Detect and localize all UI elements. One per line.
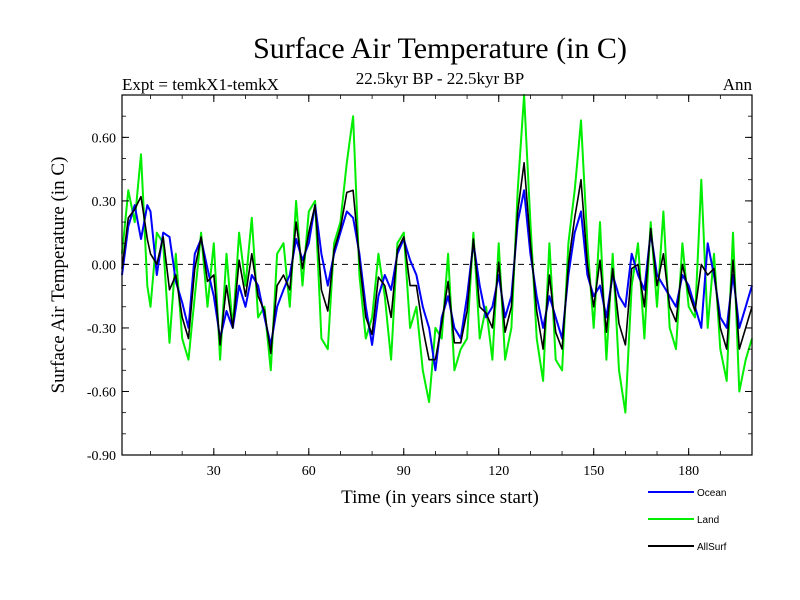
x-axis-label: Time (in years since start): [341, 487, 539, 508]
legend-label-allsurf: AllSurf: [697, 542, 727, 553]
y-tick-label: -0.60: [87, 385, 116, 400]
experiment-label: Expt = temkX1-temkX: [122, 75, 279, 94]
y-tick-label: 0.00: [92, 258, 117, 273]
x-tick-label: 180: [678, 464, 699, 479]
series-line-land: [121, 94, 753, 414]
series-line-allsurf: [121, 162, 753, 361]
plot-area: -0.90 -0.60 -0.30 0.00 0.30 0.60 30 60 90 120 150 1…: [87, 94, 753, 479]
x-tick-label: 120: [488, 464, 509, 479]
x-tick-label: 150: [583, 464, 604, 479]
x-tick-label: 60: [302, 464, 316, 479]
period-label: 22.5kyr BP - 22.5kyr BP: [356, 69, 524, 88]
y-tick-label: -0.90: [87, 449, 116, 464]
y-tick-label: 0.30: [92, 195, 117, 210]
plot-frame: [121, 94, 753, 456]
y-tick-label: 0.60: [92, 131, 117, 146]
y-axis-label: Surface Air Temperature (in C): [48, 157, 69, 394]
x-tick-label: 30: [207, 464, 221, 479]
legend-label-land: Land: [697, 515, 719, 526]
legend-label-ocean: Ocean: [697, 488, 726, 499]
legend: Ocean Land AllSurf: [648, 488, 727, 553]
y-tick-label: -0.30: [87, 322, 116, 337]
x-tick-label: 90: [397, 464, 411, 479]
chart-title: Surface Air Temperature (in C): [253, 32, 627, 65]
season-label: Ann: [723, 75, 753, 94]
